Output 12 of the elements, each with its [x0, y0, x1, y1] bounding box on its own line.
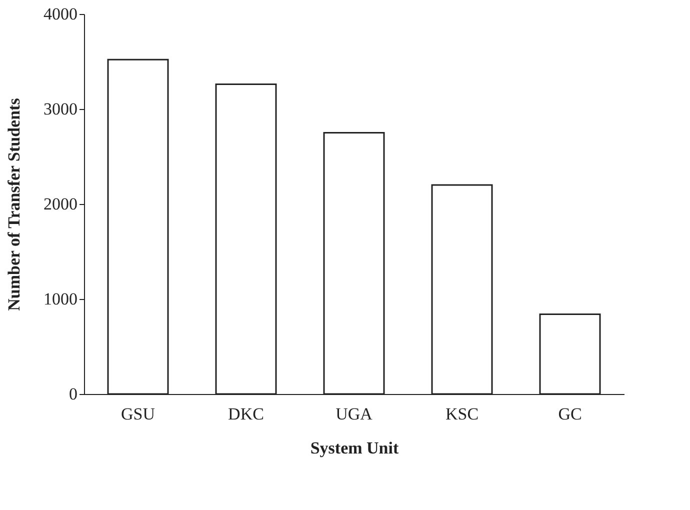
y-tick-label: 1000 [44, 290, 78, 308]
y-tick-label: 4000 [44, 4, 78, 24]
y-axis-title: Number of Transfer Students [4, 98, 24, 311]
x-tick-label: KSC [445, 404, 479, 424]
y-tick-label: 3000 [44, 100, 78, 118]
x-tick-label: UGA [336, 404, 374, 424]
x-axis-title: System Unit [310, 438, 399, 458]
x-tick-label: GSU [120, 404, 156, 424]
y-tick-label: 0 [69, 384, 78, 404]
x-tick-label: GC [558, 404, 582, 424]
x-tick-label: DKC [228, 404, 264, 424]
y-tick-label: 2000 [44, 194, 78, 214]
